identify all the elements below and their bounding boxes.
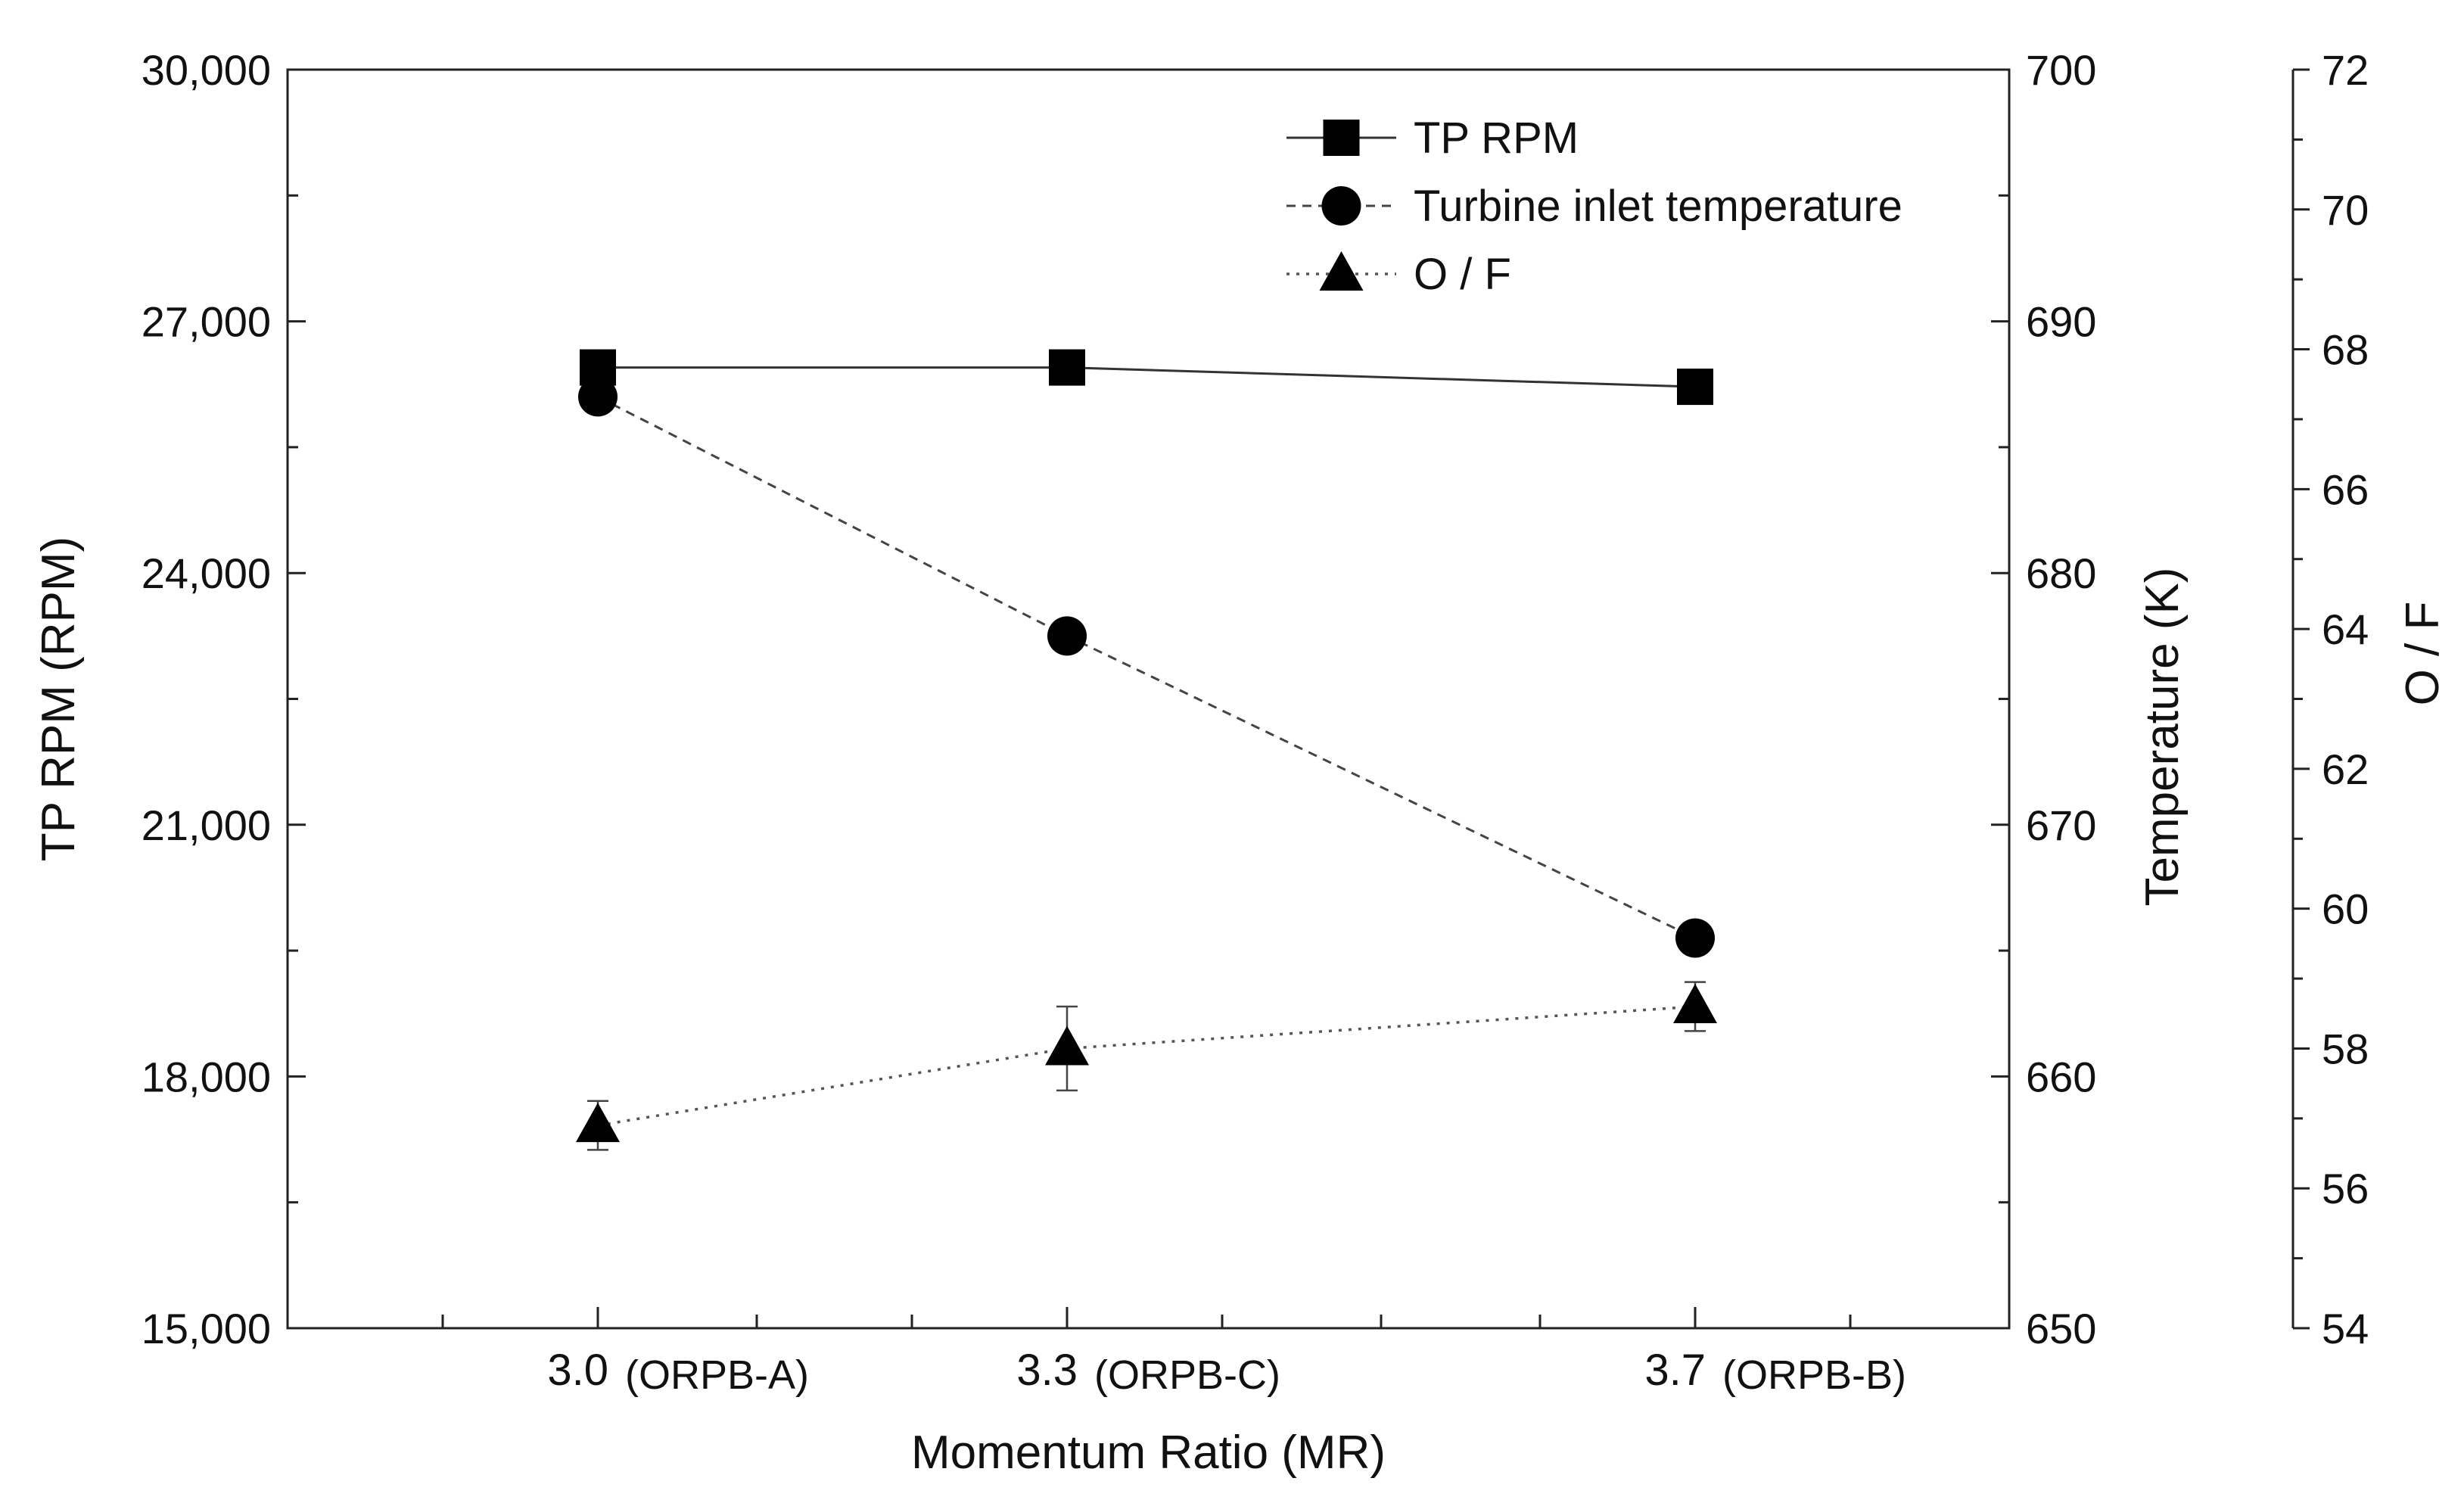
data-point [1677,369,1713,406]
legend-label: TP RPM [1414,114,1579,163]
data-point [1045,1025,1089,1066]
data-point [578,377,618,417]
data-point [576,1103,620,1143]
legend-label: Turbine inlet temperature [1414,182,1902,231]
left-tick-label: 15,000 [142,1305,271,1352]
right2-axis-title: O / F [2397,602,2449,706]
right1-axis-title: Temperature (K) [2136,568,2189,907]
plot-frame [286,68,2011,1330]
right1-tick-label: 670 [2026,801,2096,849]
right1-tick-label: 680 [2026,549,2096,597]
series-circle [578,377,1715,958]
series-line [597,396,1696,939]
series-layer [576,349,1717,1151]
legend-marker [1319,251,1364,291]
right1-tick-label: 650 [2026,1305,2096,1352]
data-point [1673,984,1717,1024]
series-square [580,349,1713,406]
x-tick-sublabel: (ORPB-C) [1094,1352,1280,1398]
right1-tick-label: 700 [2026,46,2096,94]
right1-tick-label: 660 [2026,1053,2096,1100]
data-point [1047,616,1087,656]
right2-tick-label: 58 [2322,1025,2369,1072]
series-triangle [576,981,1717,1151]
x-tick-sublabel: (ORPB-B) [1722,1352,1906,1398]
legend-marker [1321,186,1361,226]
left-tick-label: 24,000 [142,549,271,597]
x-tick-label: 3.7 [1644,1346,1706,1395]
left-tick-label: 30,000 [142,46,271,94]
right2-tick-label: 54 [2322,1305,2369,1352]
right2-tick-label: 66 [2322,465,2369,513]
right2-tick-label: 62 [2322,745,2369,793]
data-point [1049,349,1085,386]
legend: TP RPM Turbine inlet temperature O / F [1286,114,1902,299]
right2-tick-label: 68 [2322,326,2369,374]
right2-tick-label: 72 [2322,46,2369,94]
legend-marker [1323,120,1360,156]
axes-layer: 15,000 18,000 21,000 24,000 27,000 30,000 TP R… [33,46,2449,1479]
right2-tick-label: 64 [2322,605,2369,653]
right2-tick-label: 60 [2322,885,2369,933]
x-tick-sublabel: (ORPB-A) [625,1352,809,1398]
x-tick-label: 3.0 [547,1346,608,1395]
series-line [597,1005,1696,1127]
data-point [1675,918,1715,958]
right2-tick-label: 70 [2322,186,2369,234]
left-tick-label: 18,000 [142,1053,271,1100]
x-tick-label: 3.3 [1016,1346,1078,1395]
left-tick-label: 21,000 [142,801,271,849]
left-tick-label: 27,000 [142,298,271,346]
series-line [598,366,1696,388]
left-axis-title: TP RPM (RPM) [33,537,85,861]
legend-label: O / F [1414,250,1511,299]
right2-tick-label: 56 [2322,1165,2369,1212]
x-axis-title: Momentum Ratio (MR) [911,1427,1386,1479]
right1-tick-label: 690 [2026,298,2096,346]
